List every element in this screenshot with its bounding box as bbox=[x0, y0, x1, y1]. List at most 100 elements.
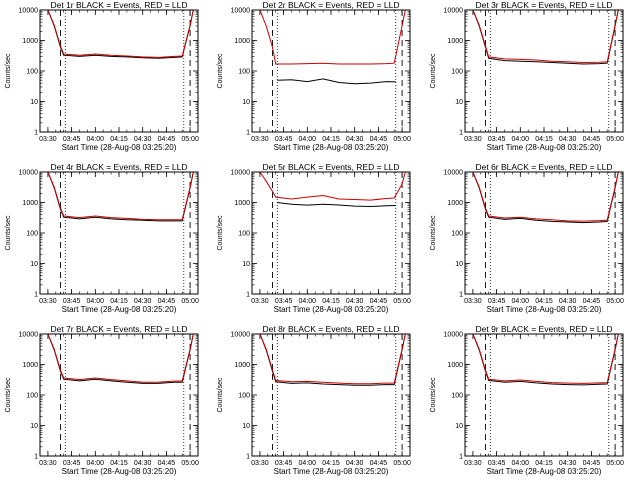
y-axis-label: Counts/sec bbox=[217, 377, 224, 413]
series-line-events bbox=[472, 172, 619, 224]
y-tick-label: 10000 bbox=[231, 332, 251, 339]
x-tick-label: 03:45 bbox=[488, 136, 506, 143]
x-tick-label: 03:30 bbox=[39, 298, 57, 305]
x-tick-label: 03:45 bbox=[275, 460, 293, 467]
y-tick-label: 10 bbox=[455, 423, 463, 430]
y-axis-label: Counts/sec bbox=[5, 377, 12, 413]
x-axis-label: Start Time (28-Aug-08 03:25:20) bbox=[487, 305, 602, 314]
x-axis-label: Start Time (28-Aug-08 03:25:20) bbox=[62, 143, 177, 152]
y-tick-label: 10 bbox=[30, 99, 38, 106]
series-line-events bbox=[259, 334, 406, 386]
x-axis-label: Start Time (28-Aug-08 03:25:20) bbox=[487, 143, 602, 152]
x-tick-label: 03:30 bbox=[251, 298, 269, 305]
y-tick-label: 100 bbox=[451, 69, 463, 76]
y-tick-label: 10 bbox=[455, 99, 463, 106]
y-tick-label: 100 bbox=[451, 393, 463, 400]
y-tick-label: 10000 bbox=[19, 332, 39, 339]
x-tick-label: 05:00 bbox=[181, 460, 199, 467]
panel-1: Det 1r BLACK = Events, RED = LLD Counts/s… bbox=[5, 0, 199, 152]
y-tick-label: 1000 bbox=[234, 362, 250, 369]
panel-title: Det 8r BLACK = Events, RED = LLD bbox=[262, 324, 399, 334]
x-tick-label: 04:15 bbox=[110, 460, 128, 467]
plot-frame bbox=[464, 333, 624, 457]
x-tick-label: 04:45 bbox=[370, 460, 388, 467]
x-tick-label: 04:30 bbox=[346, 460, 364, 467]
x-tick-label: 03:45 bbox=[63, 298, 81, 305]
x-tick-label: 03:45 bbox=[275, 298, 293, 305]
x-tick-label: 05:00 bbox=[181, 298, 199, 305]
x-tick-label: 03:30 bbox=[464, 136, 482, 143]
x-tick-label: 04:45 bbox=[370, 298, 388, 305]
x-axis-label: Start Time (28-Aug-08 03:25:20) bbox=[274, 467, 389, 476]
x-tick-label: 03:45 bbox=[488, 298, 506, 305]
y-axis-label: Counts/sec bbox=[430, 377, 437, 413]
y-tick-label: 10000 bbox=[444, 332, 464, 339]
series-line-events bbox=[277, 202, 396, 208]
x-tick-label: 05:00 bbox=[606, 298, 624, 305]
plot-frame bbox=[251, 333, 411, 457]
y-tick-label: 1 bbox=[246, 454, 250, 461]
x-tick-label: 05:00 bbox=[393, 460, 411, 467]
x-tick-label: 04:30 bbox=[346, 298, 364, 305]
x-axis-label: Start Time (28-Aug-08 03:25:20) bbox=[274, 143, 389, 152]
series-line-lld bbox=[47, 334, 194, 383]
x-tick-label: 04:00 bbox=[87, 460, 105, 467]
x-tick-label: 05:00 bbox=[606, 460, 624, 467]
x-tick-label: 04:30 bbox=[134, 298, 152, 305]
y-tick-label: 10 bbox=[455, 261, 463, 268]
y-tick-label: 1 bbox=[459, 454, 463, 461]
y-tick-label: 1000 bbox=[447, 38, 463, 45]
x-tick-label: 04:00 bbox=[299, 136, 317, 143]
series-line-lld bbox=[259, 10, 406, 65]
x-tick-label: 03:45 bbox=[488, 460, 506, 467]
plot-frame bbox=[464, 9, 624, 133]
x-tick-label: 04:45 bbox=[158, 298, 176, 305]
x-tick-label: 04:15 bbox=[110, 298, 128, 305]
y-tick-label: 1000 bbox=[234, 38, 250, 45]
y-tick-label: 1000 bbox=[447, 200, 463, 207]
panel-title: Det 9r BLACK = Events, RED = LLD bbox=[475, 324, 612, 334]
y-axis-label: Counts/sec bbox=[430, 215, 437, 251]
y-tick-label: 100 bbox=[238, 69, 250, 76]
x-tick-label: 04:30 bbox=[134, 136, 152, 143]
plot-frame bbox=[464, 171, 624, 295]
plot-frame bbox=[251, 171, 411, 295]
y-tick-label: 10 bbox=[242, 261, 250, 268]
x-axis-label: Start Time (28-Aug-08 03:25:20) bbox=[487, 467, 602, 476]
panel-title: Det 3r BLACK = Events, RED = LLD bbox=[475, 0, 612, 10]
x-tick-label: 04:30 bbox=[346, 136, 364, 143]
y-tick-label: 1 bbox=[34, 130, 38, 137]
panel-title: Det 1r BLACK = Events, RED = LLD bbox=[50, 0, 187, 10]
series-line-lld bbox=[259, 334, 406, 385]
panel-title: Det 2r BLACK = Events, RED = LLD bbox=[262, 0, 399, 10]
x-tick-label: 04:15 bbox=[322, 460, 340, 467]
x-tick-label: 04:00 bbox=[299, 460, 317, 467]
x-tick-label: 05:00 bbox=[181, 136, 199, 143]
x-tick-label: 04:30 bbox=[134, 460, 152, 467]
panel-title: Det 7r BLACK = Events, RED = LLD bbox=[50, 324, 187, 334]
x-tick-label: 04:00 bbox=[87, 298, 105, 305]
x-tick-label: 04:30 bbox=[559, 298, 577, 305]
y-tick-label: 100 bbox=[26, 231, 38, 238]
x-tick-label: 04:45 bbox=[583, 460, 601, 467]
y-tick-label: 10000 bbox=[231, 170, 251, 177]
x-tick-label: 04:15 bbox=[110, 136, 128, 143]
y-tick-label: 1000 bbox=[447, 362, 463, 369]
x-tick-label: 04:00 bbox=[512, 460, 530, 467]
y-tick-label: 100 bbox=[451, 231, 463, 238]
x-tick-label: 03:45 bbox=[63, 136, 81, 143]
y-tick-label: 1000 bbox=[234, 200, 250, 207]
x-tick-label: 04:15 bbox=[535, 136, 553, 143]
x-axis-label: Start Time (28-Aug-08 03:25:20) bbox=[274, 305, 389, 314]
x-tick-label: 03:45 bbox=[63, 460, 81, 467]
x-tick-label: 04:45 bbox=[370, 136, 388, 143]
y-tick-label: 10000 bbox=[19, 170, 39, 177]
y-tick-label: 1 bbox=[34, 454, 38, 461]
panel-title: Det 5r BLACK = Events, RED = LLD bbox=[262, 162, 399, 172]
panel-6: Det 6r BLACK = Events, RED = LLD Counts/s… bbox=[430, 162, 624, 314]
y-axis-label: Counts/sec bbox=[217, 53, 224, 89]
y-tick-label: 1000 bbox=[22, 200, 38, 207]
x-tick-label: 04:15 bbox=[535, 298, 553, 305]
x-axis-label: Start Time (28-Aug-08 03:25:20) bbox=[62, 467, 177, 476]
